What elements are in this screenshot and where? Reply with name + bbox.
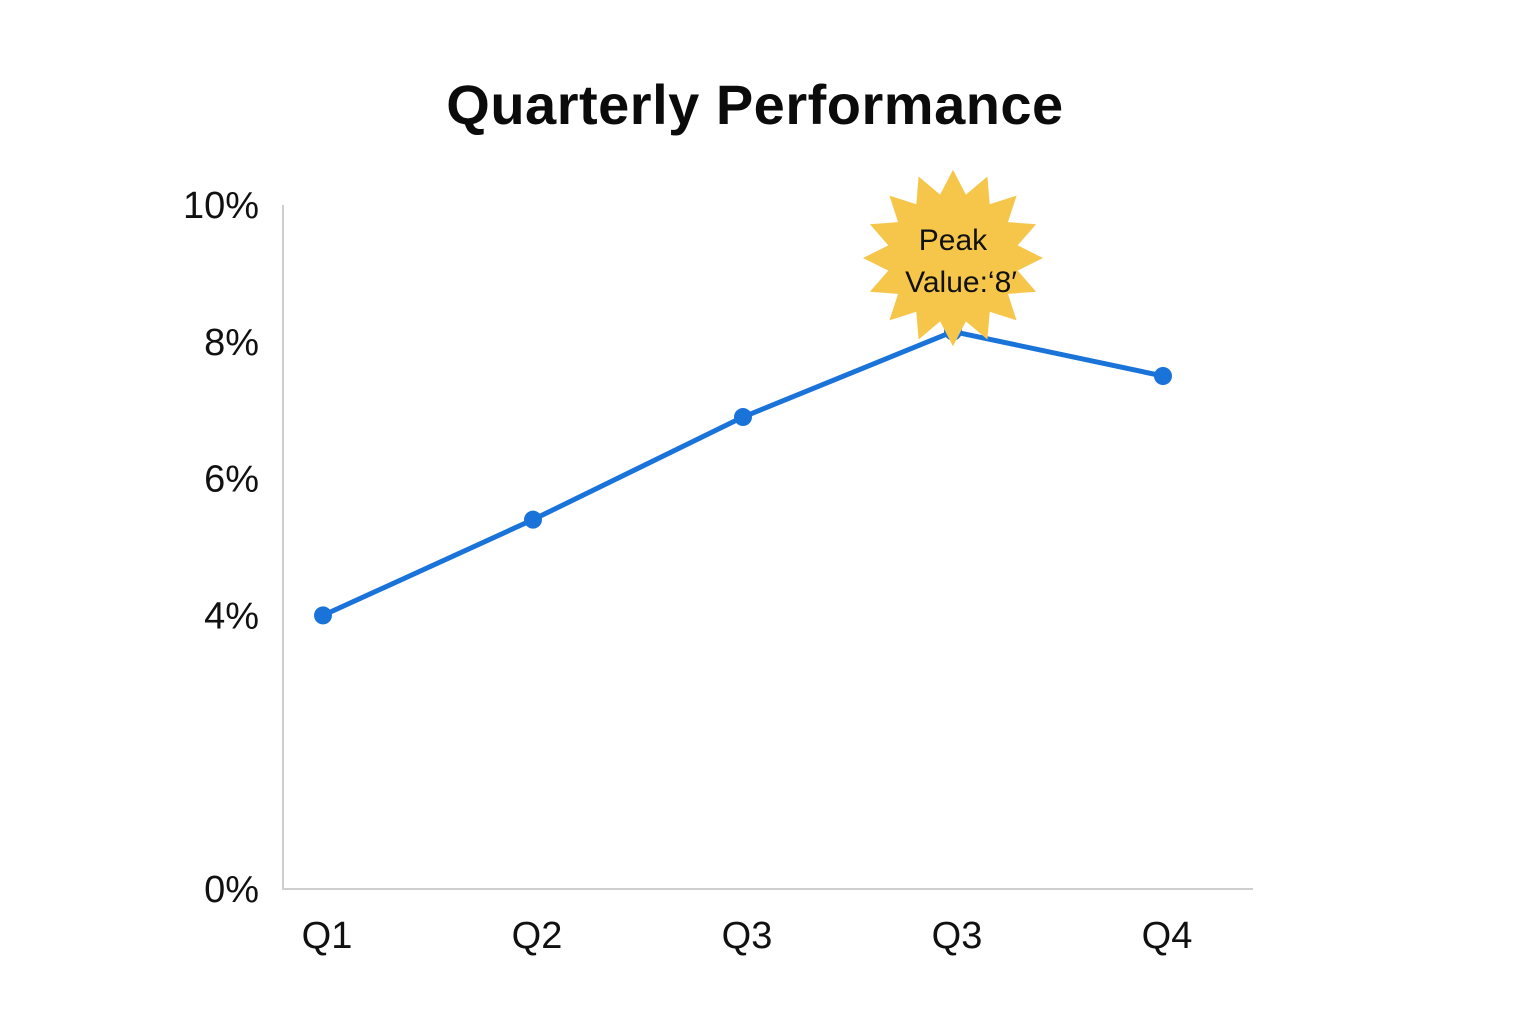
y-tick-labels: 0% 4% 6% 8% 10% bbox=[183, 185, 259, 911]
data-point bbox=[314, 606, 332, 625]
y-tick-label: 4% bbox=[204, 595, 259, 637]
data-points bbox=[314, 322, 1172, 625]
data-point bbox=[1154, 367, 1172, 385]
y-tick-label: 8% bbox=[204, 322, 259, 364]
x-tick-label: Q2 bbox=[512, 915, 563, 957]
peak-annotation: Peak Value:‘8′ bbox=[863, 169, 1043, 347]
series-line bbox=[320, 329, 1166, 618]
y-tick-label: 10% bbox=[183, 185, 259, 227]
chart-title: Quarterly Performance bbox=[446, 73, 1064, 136]
x-tick-label: Q1 bbox=[302, 915, 353, 957]
x-tick-label: Q3 bbox=[722, 915, 773, 957]
data-point bbox=[524, 510, 542, 529]
y-tick-label: 0% bbox=[204, 869, 259, 911]
y-tick-label: 6% bbox=[204, 459, 259, 501]
peak-starburst bbox=[863, 169, 1043, 347]
peak-annotation-label-line2: Value:‘8′ bbox=[905, 266, 1017, 299]
axes bbox=[282, 205, 1253, 890]
peak-annotation-label-line1: Peak bbox=[919, 224, 988, 257]
x-tick-label: Q4 bbox=[1142, 915, 1193, 957]
x-tick-labels: Q1 Q2 Q3 Q3 Q4 bbox=[302, 915, 1193, 957]
x-tick-label: Q3 bbox=[932, 915, 983, 957]
data-point bbox=[734, 408, 752, 427]
